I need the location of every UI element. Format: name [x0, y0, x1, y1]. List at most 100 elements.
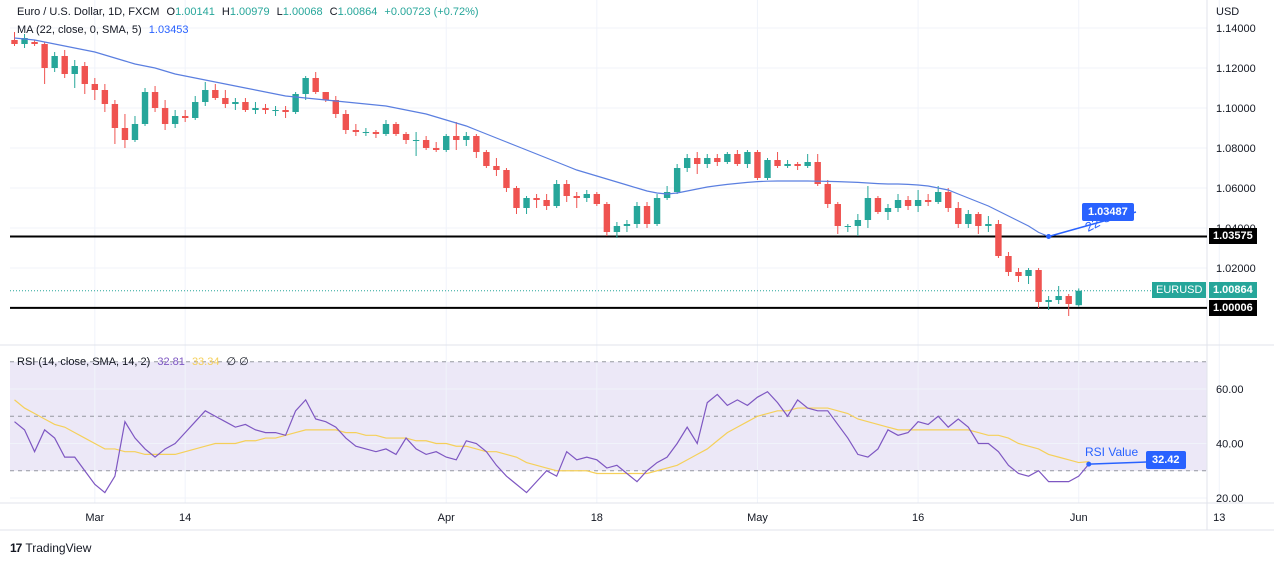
high-value: 1.00979: [229, 6, 270, 18]
candle-body: [694, 158, 701, 164]
candle-body: [81, 66, 88, 84]
grid-layer: [0, 0, 1274, 531]
candle-body: [523, 198, 530, 208]
level-bottom-badge: 1.00006: [1209, 300, 1257, 316]
candle-body: [814, 162, 821, 184]
candle-body: [764, 160, 771, 178]
candle-body: [583, 194, 590, 198]
candle-body: [734, 154, 741, 164]
rsi-sma-line: [14, 399, 1089, 475]
price-tick-label: 1.12000: [1216, 63, 1256, 75]
candle-body: [222, 98, 229, 104]
candle-body: [683, 158, 691, 168]
candle-body: [1025, 270, 1032, 276]
candle-body: [1035, 270, 1042, 302]
candle-body: [372, 132, 380, 134]
time-tick-label: 13: [1213, 512, 1225, 524]
price-tick-label: 1.08000: [1216, 143, 1256, 155]
candle-body: [1075, 290, 1082, 306]
candle-body: [904, 200, 912, 206]
eurusd-price-badge: 1.00864: [1209, 282, 1257, 298]
candle-body: [704, 158, 711, 164]
candle-body: [412, 140, 420, 141]
time-tick-label: May: [747, 512, 768, 524]
candle-body: [945, 192, 952, 208]
rsi-value-badge: 32.42: [1146, 451, 1186, 469]
candle-body: [392, 124, 400, 134]
candle-body: [1065, 296, 1072, 304]
rsi-extra: ∅ ∅: [226, 356, 249, 368]
candle-body: [91, 84, 99, 90]
rsi-tick-label: 60.00: [1216, 384, 1244, 396]
candle-body: [151, 92, 159, 108]
rsi-tick-label: 20.00: [1216, 493, 1244, 505]
candle-body: [784, 164, 791, 166]
candle-body: [61, 56, 68, 74]
rsi-label: RSI (14, close, SMA, 14, 2): [17, 356, 151, 368]
candle-body: [503, 170, 510, 188]
candle-body: [543, 200, 550, 206]
candle-body: [955, 208, 962, 224]
candle-body: [232, 102, 239, 104]
symbol-title: Euro / U.S. Dollar, 1D, FXCM: [17, 6, 160, 18]
candle-body: [473, 136, 480, 152]
time-tick-label: Jun: [1070, 512, 1088, 524]
candle-body: [262, 108, 269, 110]
candle-body: [794, 164, 801, 166]
rsi-legend[interactable]: RSI (14, close, SMA, 14, 2) 32.81 33.34 …: [17, 355, 253, 368]
time-tick-label: 14: [179, 512, 191, 524]
candle-body: [212, 90, 219, 98]
candle-body: [804, 162, 811, 166]
tradingview-logo[interactable]: 17 TradingView: [10, 541, 91, 555]
candle-body: [633, 206, 641, 224]
price-tick-label: 1.02000: [1216, 263, 1256, 275]
ma-line: [14, 37, 1049, 238]
candle-body: [51, 56, 58, 68]
candle-body: [965, 214, 972, 224]
time-tick-label: Mar: [85, 512, 104, 524]
candle-body: [362, 132, 370, 133]
candle-body: [553, 184, 560, 206]
candle-body: [914, 200, 922, 206]
candle-body: [995, 224, 1002, 256]
ma-label: MA (22, close, 0, SMA, 5): [17, 24, 142, 36]
candle-body: [714, 158, 721, 162]
candle-body: [824, 184, 831, 204]
ma-legend[interactable]: MA (22, close, 0, SMA, 5) 1.03453: [17, 24, 193, 36]
currency-label: USD: [1216, 6, 1240, 18]
candle-body: [663, 192, 671, 198]
low-value: 1.00068: [282, 6, 323, 18]
candle-body: [774, 160, 781, 166]
candle-body: [894, 200, 902, 208]
candle-body: [754, 152, 761, 178]
time-tick-label: Apr: [438, 512, 455, 524]
rsi-band-layer: [10, 361, 1207, 471]
candle-body: [744, 152, 751, 164]
rsi-value: 32.81: [157, 356, 185, 368]
rsi-lines: [14, 390, 1090, 494]
ma-value: 1.03453: [148, 24, 189, 36]
price-tick-label: 1.10000: [1216, 103, 1256, 115]
candle-body: [533, 198, 540, 200]
candle-body: [483, 152, 490, 166]
candle-body: [854, 220, 862, 226]
candle-body: [453, 136, 460, 140]
rsi-sma-value: 33.34: [191, 356, 220, 368]
candle-body: [1055, 296, 1062, 300]
candle-body: [242, 102, 249, 110]
candle-body: [382, 124, 390, 134]
open-value: 1.00141: [175, 6, 215, 18]
candle-body: [402, 134, 410, 140]
candle-body: [673, 168, 681, 192]
candle-body: [292, 94, 299, 112]
candle-body: [603, 204, 611, 232]
price-tick-label: 1.14000: [1216, 23, 1256, 35]
candle-body: [623, 224, 631, 226]
close-value: 1.00864: [337, 6, 378, 18]
time-tick-label: 18: [591, 512, 603, 524]
candle-body: [302, 78, 309, 94]
candle-body: [563, 184, 570, 196]
chart-header: Euro / U.S. Dollar, 1D, FXCM O1.00141 H1…: [17, 6, 483, 18]
rsi-pointer-line: [1088, 461, 1147, 465]
